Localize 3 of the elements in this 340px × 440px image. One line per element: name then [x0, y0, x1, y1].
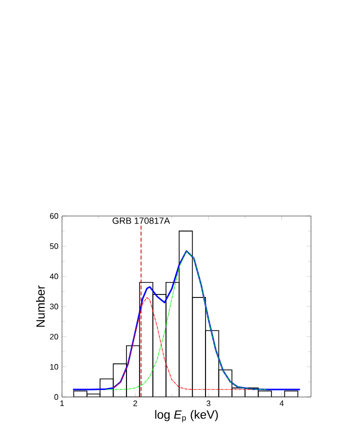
x-axis-title: log E$_{p}$ (keV)	[155, 410, 218, 422]
ref-line-label: GRB 170817A	[112, 218, 170, 224]
y-axis-title: Number	[36, 285, 45, 327]
